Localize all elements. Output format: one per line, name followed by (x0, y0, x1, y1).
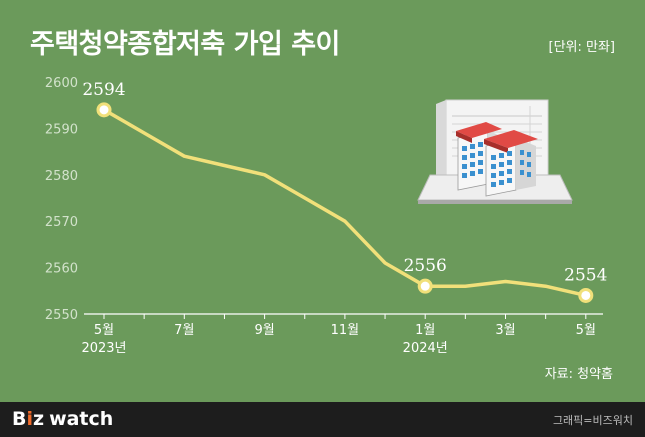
y-tick-label: 2580 (45, 169, 78, 184)
data-label: 2594 (82, 80, 125, 100)
x-tick-label: 5월 (576, 323, 596, 338)
x-tick-label: 9월 (254, 323, 274, 338)
source-label: 자료: 청약홈 (544, 367, 613, 382)
y-tick-label: 2550 (45, 308, 78, 323)
y-axis: 2550 2560 2570 2580 2590 2600 (45, 76, 78, 323)
x-year-label: 2023년 (81, 341, 126, 356)
y-tick-label: 2560 (45, 262, 78, 277)
logo-letter-i: i (26, 408, 33, 430)
graphic-credit: 그래픽=비즈워치 (552, 414, 633, 427)
data-point-marker (96, 102, 112, 118)
series-path (102, 108, 588, 298)
data-labels: 2594 2556 2554 (82, 80, 607, 286)
x-tick-label: 1월 (415, 323, 435, 338)
x-tick-label: 5월 (94, 323, 114, 338)
logo-letter-z: z (33, 408, 45, 430)
data-markers (96, 102, 594, 303)
unit-label: [단위: 만좌] (548, 40, 616, 55)
series-line (102, 108, 588, 298)
apartment-buildings-on-document-icon (417, 99, 573, 204)
y-tick-label: 2570 (45, 215, 78, 230)
x-tick-label: 3월 (495, 323, 515, 338)
footer-bar: Biz watch 그래픽=비즈워치 (0, 402, 645, 437)
chart-title: 주택청약종합저축 가입 추이 (30, 29, 340, 60)
y-tick-label: 2600 (45, 76, 78, 91)
logo-word-watch: watch (49, 408, 114, 430)
data-point-marker (417, 278, 433, 294)
x-tick-label: 7월 (174, 323, 194, 338)
data-label: 2554 (564, 265, 607, 285)
data-point-marker (578, 287, 594, 303)
line-chart: 2550 2560 2570 2580 2590 2600 5월 2023년 7월 9월 11월 1… (45, 76, 608, 356)
y-tick-label: 2590 (45, 122, 78, 137)
x-tick-label: 11월 (331, 323, 360, 338)
bizwatch-logo: Biz watch (12, 408, 113, 430)
x-axis: 5월 2023년 7월 9월 11월 1월 2024년 3월 5월 (81, 313, 603, 356)
data-label: 2556 (404, 256, 447, 276)
logo-letter-b: B (12, 408, 27, 430)
x-year-label: 2024년 (403, 341, 448, 356)
